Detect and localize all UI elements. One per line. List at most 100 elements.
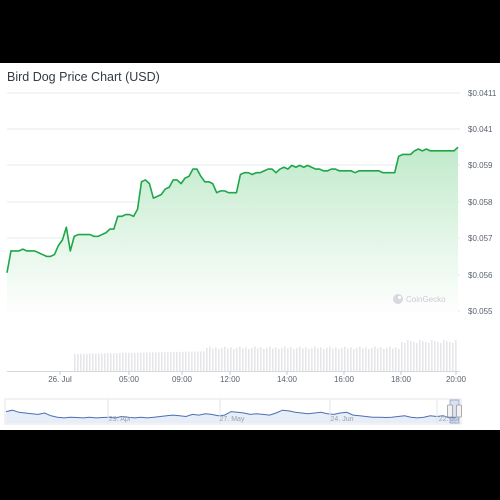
volume-bar [185, 351, 187, 371]
navigator-tick-label: 24. Jun [331, 416, 354, 423]
volume-bar [236, 347, 238, 371]
volume-bar [83, 353, 85, 371]
volume-bar [281, 347, 283, 371]
volume-bar [251, 347, 253, 371]
y-tick-label: $0.057 [468, 234, 493, 243]
volume-bar [365, 347, 367, 371]
watermark-text: CoinGecko [406, 295, 446, 304]
volume-bar [335, 347, 337, 371]
volume-bar [356, 347, 358, 371]
volume-bar [374, 346, 376, 371]
volume-bar [260, 347, 262, 371]
volume-bar [341, 347, 343, 371]
volume-bar [395, 347, 397, 371]
watermark: CoinGecko [393, 294, 446, 304]
volume-bar [140, 352, 142, 371]
volume-bar [293, 349, 295, 371]
volume-bar [164, 352, 166, 371]
volume-bar [182, 351, 184, 371]
volume-bar [296, 347, 298, 371]
navigator[interactable]: 29. Apr 27. May 24. Jun 22. Jul [4, 398, 462, 425]
volume-bar [338, 349, 340, 371]
volume-bar [98, 353, 100, 371]
volume-bar [308, 349, 310, 371]
volume-bar [320, 347, 322, 371]
volume-bar [134, 352, 136, 371]
volume-bar [455, 340, 457, 371]
volume-bar [272, 348, 274, 371]
volume-bar [263, 349, 265, 371]
volume-bar [329, 346, 331, 371]
volume-bar [302, 348, 304, 371]
volume-bar [398, 349, 400, 371]
y-axis: $0.0411 $0.041 $0.059 $0.058 $0.057 $0.056 $0.… [468, 89, 497, 316]
coingecko-logo-eye [397, 295, 402, 300]
volume-bar [161, 352, 163, 371]
volume-bar [221, 347, 223, 371]
volume-bar [224, 346, 226, 371]
navigator-handle[interactable] [456, 404, 462, 418]
volume-bar [167, 352, 169, 371]
volume-bar [242, 348, 244, 371]
volume-bar [428, 343, 430, 371]
volume-bar [86, 353, 88, 371]
x-tick-label: 12:00 [220, 375, 241, 384]
volume-bar [179, 351, 181, 371]
volume-bar [284, 346, 286, 371]
x-tick-label: 20:00 [446, 375, 467, 384]
volume-bar [239, 346, 241, 371]
volume-bar [122, 353, 124, 371]
volume-bar [305, 347, 307, 371]
x-tick-label: 16:00 [334, 375, 355, 384]
volume-bar [431, 340, 433, 371]
volume-bar [146, 352, 148, 371]
volume-bar [407, 340, 409, 371]
volume-bar [380, 347, 382, 371]
navigator-handle[interactable] [447, 404, 453, 418]
volume-bar [359, 346, 361, 371]
volume-bar [104, 353, 106, 371]
volume-bar [245, 347, 247, 371]
volume-bar [203, 351, 205, 371]
volume-bar [410, 341, 412, 371]
volume-bar [215, 347, 217, 371]
volume-bar [383, 349, 385, 371]
volume-bar [194, 351, 196, 371]
volume-bar [200, 351, 202, 371]
volume-bar [440, 343, 442, 371]
price-area-fill [7, 147, 458, 316]
volume-bar [197, 351, 199, 371]
volume-bar [275, 347, 277, 371]
volume-bar [392, 348, 394, 371]
volume-bar [119, 353, 121, 371]
volume-bar [368, 349, 370, 371]
volume-bar [443, 340, 445, 371]
volume-bar [422, 341, 424, 371]
volume-bar [155, 352, 157, 371]
volume-bar [323, 349, 325, 371]
x-tick-label: 09:00 [172, 375, 193, 384]
volume-bar [176, 351, 178, 371]
coingecko-logo-icon [393, 294, 403, 304]
x-axis: 26. Jul 05:00 09:00 12:00 14:00 16:00 18:00 20:… [7, 371, 467, 384]
volume-bar [152, 352, 154, 371]
volume-bar [230, 347, 232, 371]
volume-bar [332, 348, 334, 371]
volume-bar [413, 342, 415, 371]
volume-bar [257, 348, 259, 371]
y-tick-label: $0.055 [468, 307, 493, 316]
volume-bar [92, 353, 94, 371]
volume-bar [128, 352, 130, 371]
price-area [7, 147, 458, 316]
volume-bar [404, 343, 406, 371]
y-tick-label: $0.056 [468, 271, 493, 280]
volume-bar [350, 347, 352, 371]
volume-bar [131, 352, 133, 371]
price-line-group [6, 146, 459, 273]
volume-bar [425, 342, 427, 371]
volume-bar [137, 352, 139, 371]
navigator-tick-label: 27. May [220, 416, 245, 423]
volume-bar [248, 349, 250, 371]
volume-bar [89, 353, 91, 371]
